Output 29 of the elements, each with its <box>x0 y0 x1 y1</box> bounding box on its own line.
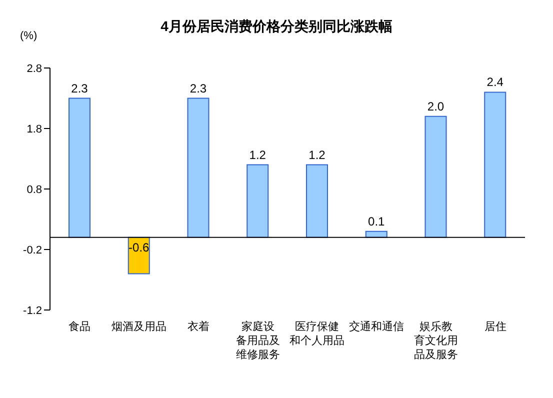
data-label: 1.2 <box>249 148 266 162</box>
data-label: 2.3 <box>190 81 207 96</box>
y-tick-label: 0.8 <box>26 184 42 196</box>
x-tick-label: 食品 <box>68 321 91 333</box>
bar <box>484 92 506 238</box>
x-tick-label: 交通和通信 <box>349 320 404 333</box>
data-label: 2.0 <box>427 99 444 114</box>
y-tick-label: -1.2 <box>23 304 42 317</box>
bar <box>246 164 269 238</box>
bar <box>68 98 90 238</box>
y-tick-label: 2.8 <box>26 62 42 75</box>
x-tick-label: 家庭设备用品及维修服务 <box>236 320 280 361</box>
y-tick-label: 1.8 <box>26 123 42 136</box>
chart-title: 4月份居民消费价格分类别同比涨跌幅 <box>160 18 392 34</box>
x-tick-label: 烟酒及用品 <box>112 320 167 333</box>
bar <box>306 164 328 238</box>
data-label: 2.3 <box>71 81 88 96</box>
x-tick-label: 娱乐教育文化用品及服务 <box>414 320 458 361</box>
data-label: 0.1 <box>368 214 386 228</box>
x-tick-label: 医疗保健和个人用品 <box>290 320 345 347</box>
bar <box>187 98 210 238</box>
y-tick-label: -0.2 <box>23 244 42 256</box>
data-label: 1.2 <box>308 148 326 162</box>
y-axis-title: (%) <box>20 30 38 42</box>
x-tick-label: 居住 <box>484 321 506 333</box>
data-label: 2.4 <box>486 75 504 90</box>
data-label: -0.6 <box>128 240 150 254</box>
x-tick-label: 衣着 <box>187 320 210 333</box>
bar <box>424 116 447 238</box>
